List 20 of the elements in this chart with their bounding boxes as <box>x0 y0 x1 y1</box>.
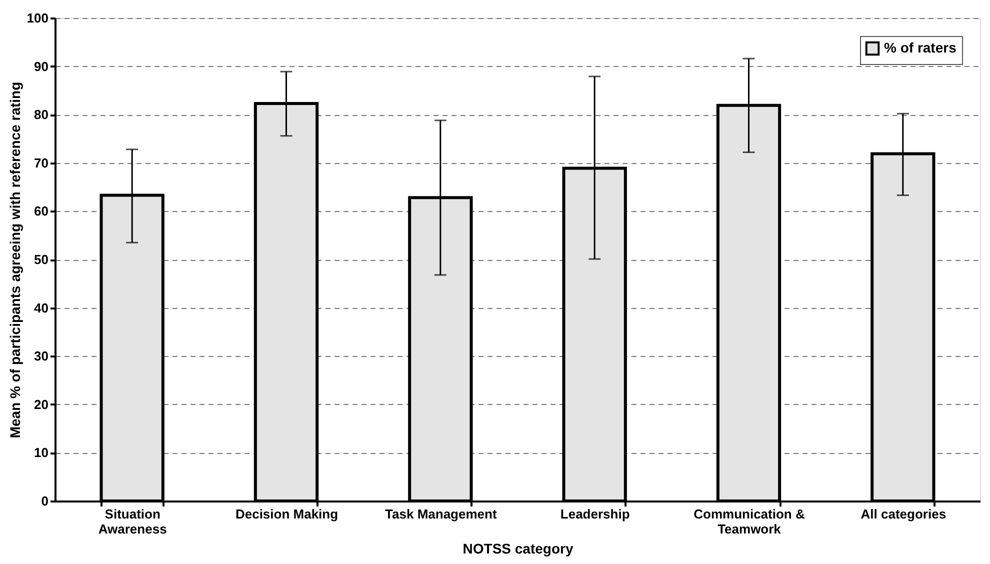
y-tick-label: 50 <box>34 252 48 267</box>
y-tick-label: 30 <box>34 348 48 364</box>
x-tick-label: Leadership <box>560 506 630 522</box>
y-tick-label: 0 <box>41 494 48 508</box>
y-tick-label: 70 <box>34 155 48 170</box>
x-tick-label: Decision Making <box>235 506 338 522</box>
x-tick-label: Task Management <box>385 506 498 522</box>
y-tick-label: 20 <box>34 396 48 412</box>
y-tick-label: 80 <box>34 107 48 122</box>
x-tick-label: All categories <box>860 506 946 522</box>
y-tick-label: 90 <box>34 58 48 74</box>
y-tick-label: 60 <box>34 204 48 219</box>
y-axis-title: Mean % of participants agreeing with reference rating <box>6 82 23 438</box>
y-tick-label: 100 <box>26 10 48 26</box>
y-tick-label: 40 <box>34 300 48 316</box>
x-axis-title: NOTSS category <box>462 540 574 556</box>
x-tick-label: Communication & Teamwork <box>694 506 805 536</box>
y-tick-label: 10 <box>34 445 48 460</box>
x-tick-label: Situation Awareness <box>98 506 167 536</box>
legend-label: % of raters <box>884 40 957 56</box>
